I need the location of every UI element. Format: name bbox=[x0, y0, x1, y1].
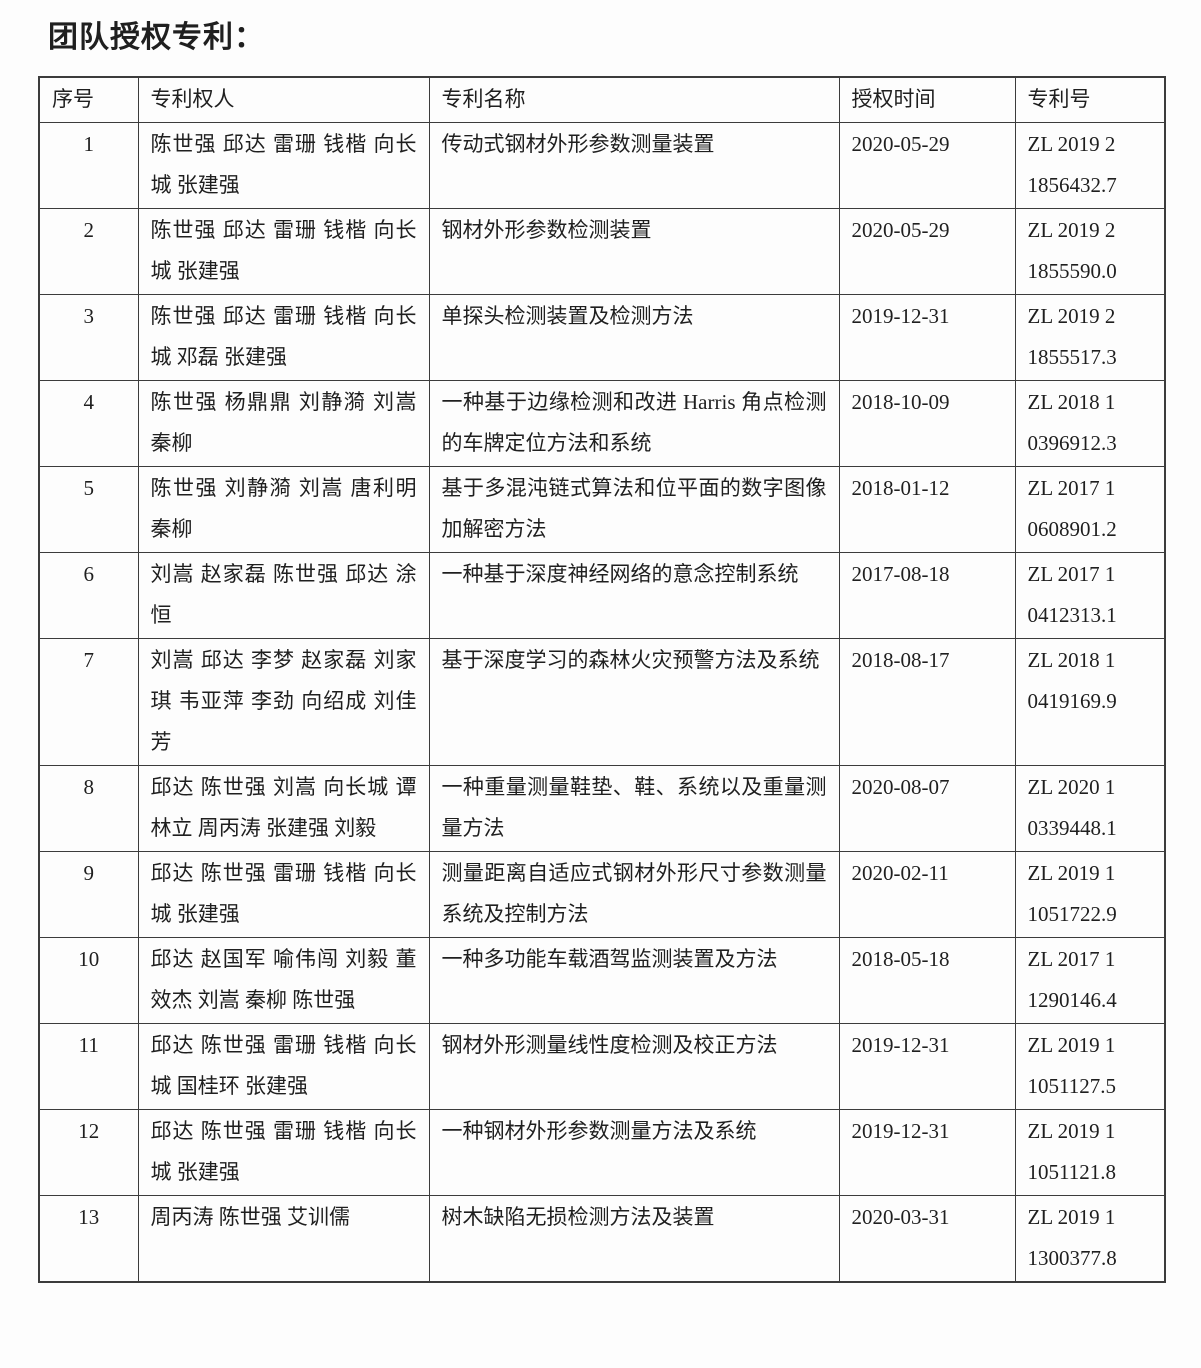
cell-holders: 刘嵩 邱达 李梦 赵家磊 刘家琪 韦亚萍 李劲 向绍成 刘佳芳 bbox=[137, 638, 430, 766]
cell-patent-no: ZL 2017 1 0608901.2 bbox=[1014, 466, 1166, 553]
cell-holders: 陈世强 邱达 雷珊 钱楷 向长城 邓磊 张建强 bbox=[137, 294, 430, 381]
cell-name: 一种基于边缘检测和改进 Harris 角点检测的车牌定位方法和系统 bbox=[428, 380, 840, 467]
cell-patent-no: ZL 2017 1 1290146.4 bbox=[1014, 937, 1166, 1024]
table-row: 5 陈世强 刘静漪 刘嵩 唐利明 秦柳 基于多混沌链式算法和位平面的数字图像加解… bbox=[38, 466, 1166, 553]
cell-date: 2019-12-31 bbox=[838, 294, 1016, 381]
table-row: 13 周丙涛 陈世强 艾训儒 树木缺陷无损检测方法及装置 2020-03-31 … bbox=[38, 1195, 1166, 1283]
table-row: 2 陈世强 邱达 雷珊 钱楷 向长城 张建强 钢材外形参数检测装置 2020-0… bbox=[38, 208, 1166, 295]
table-row: 4 陈世强 杨鼎鼎 刘静漪 刘嵩 秦柳 一种基于边缘检测和改进 Harris 角… bbox=[38, 380, 1166, 467]
cell-holders: 邱达 陈世强 雷珊 钱楷 向长城 国桂环 张建强 bbox=[137, 1023, 430, 1110]
cell-date: 2017-08-18 bbox=[838, 552, 1016, 639]
cell-name: 一种重量测量鞋垫、鞋、系统以及重量测量方法 bbox=[428, 765, 840, 852]
cell-index: 8 bbox=[38, 765, 139, 852]
cell-name: 树木缺陷无损检测方法及装置 bbox=[428, 1195, 840, 1283]
table-row: 6 刘嵩 赵家磊 陈世强 邱达 涂恒 一种基于深度神经网络的意念控制系统 201… bbox=[38, 552, 1166, 639]
cell-holders: 邱达 陈世强 雷珊 钱楷 向长城 张建强 bbox=[137, 1109, 430, 1196]
cell-date: 2018-10-09 bbox=[838, 380, 1016, 467]
cell-name: 基于多混沌链式算法和位平面的数字图像加解密方法 bbox=[428, 466, 840, 553]
table-row: 8 邱达 陈世强 刘嵩 向长城 谭林立 周丙涛 张建强 刘毅 一种重量测量鞋垫、… bbox=[38, 765, 1166, 852]
cell-name: 一种基于深度神经网络的意念控制系统 bbox=[428, 552, 840, 639]
cell-name: 钢材外形测量线性度检测及校正方法 bbox=[428, 1023, 840, 1110]
cell-patent-no: ZL 2019 1 1300377.8 bbox=[1014, 1195, 1166, 1283]
header-cell-index: 序号 bbox=[38, 76, 139, 123]
cell-date: 2018-05-18 bbox=[838, 937, 1016, 1024]
cell-holders: 邱达 赵国军 喻伟闯 刘毅 董效杰 刘嵩 秦柳 陈世强 bbox=[137, 937, 430, 1024]
table-header-row: 序号 专利权人 专利名称 授权时间 专利号 bbox=[38, 76, 1166, 123]
table-row: 11 邱达 陈世强 雷珊 钱楷 向长城 国桂环 张建强 钢材外形测量线性度检测及… bbox=[38, 1023, 1166, 1110]
cell-holders: 周丙涛 陈世强 艾训儒 bbox=[137, 1195, 430, 1283]
table-row: 3 陈世强 邱达 雷珊 钱楷 向长城 邓磊 张建强 单探头检测装置及检测方法 2… bbox=[38, 294, 1166, 381]
cell-index: 12 bbox=[38, 1109, 139, 1196]
cell-patent-no: ZL 2020 1 0339448.1 bbox=[1014, 765, 1166, 852]
header-cell-patent-no: 专利号 bbox=[1014, 76, 1166, 123]
cell-index: 6 bbox=[38, 552, 139, 639]
cell-holders: 邱达 陈世强 刘嵩 向长城 谭林立 周丙涛 张建强 刘毅 bbox=[137, 765, 430, 852]
page-title: 团队授权专利： bbox=[48, 21, 265, 54]
cell-name: 钢材外形参数检测装置 bbox=[428, 208, 840, 295]
cell-name: 传动式钢材外形参数测量装置 bbox=[428, 122, 840, 209]
cell-index: 3 bbox=[38, 294, 139, 381]
header-cell-holders: 专利权人 bbox=[137, 76, 430, 123]
cell-date: 2020-03-31 bbox=[838, 1195, 1016, 1283]
cell-index: 1 bbox=[38, 122, 139, 209]
cell-index: 9 bbox=[38, 851, 139, 938]
cell-holders: 刘嵩 赵家磊 陈世强 邱达 涂恒 bbox=[137, 552, 430, 639]
cell-patent-no: ZL 2019 2 1855590.0 bbox=[1014, 208, 1166, 295]
cell-holders: 邱达 陈世强 雷珊 钱楷 向长城 张建强 bbox=[137, 851, 430, 938]
table-row: 9 邱达 陈世强 雷珊 钱楷 向长城 张建强 测量距离自适应式钢材外形尺寸参数测… bbox=[38, 851, 1166, 938]
cell-index: 10 bbox=[38, 937, 139, 1024]
cell-holders: 陈世强 杨鼎鼎 刘静漪 刘嵩 秦柳 bbox=[137, 380, 430, 467]
cell-patent-no: ZL 2019 1 1051121.8 bbox=[1014, 1109, 1166, 1196]
cell-index: 4 bbox=[38, 380, 139, 467]
cell-patent-no: ZL 2017 1 0412313.1 bbox=[1014, 552, 1166, 639]
cell-date: 2019-12-31 bbox=[838, 1109, 1016, 1196]
cell-name: 基于深度学习的森林火灾预警方法及系统 bbox=[428, 638, 840, 766]
table-row: 1 陈世强 邱达 雷珊 钱楷 向长城 张建强 传动式钢材外形参数测量装置 202… bbox=[38, 122, 1166, 209]
table-row: 12 邱达 陈世强 雷珊 钱楷 向长城 张建强 一种钢材外形参数测量方法及系统 … bbox=[38, 1109, 1166, 1196]
cell-name: 一种钢材外形参数测量方法及系统 bbox=[428, 1109, 840, 1196]
cell-patent-no: ZL 2019 2 1856432.7 bbox=[1014, 122, 1166, 209]
cell-index: 11 bbox=[38, 1023, 139, 1110]
cell-name: 单探头检测装置及检测方法 bbox=[428, 294, 840, 381]
cell-patent-no: ZL 2019 1 1051722.9 bbox=[1014, 851, 1166, 938]
cell-name: 测量距离自适应式钢材外形尺寸参数测量系统及控制方法 bbox=[428, 851, 840, 938]
cell-date: 2020-05-29 bbox=[838, 122, 1016, 209]
cell-holders: 陈世强 邱达 雷珊 钱楷 向长城 张建强 bbox=[137, 122, 430, 209]
cell-date: 2018-08-17 bbox=[838, 638, 1016, 766]
cell-index: 13 bbox=[38, 1195, 139, 1283]
cell-index: 7 bbox=[38, 638, 139, 766]
patents-table: 序号 专利权人 专利名称 授权时间 专利号 1 陈世强 邱达 雷珊 钱楷 向长城… bbox=[38, 76, 1166, 1283]
header-cell-date: 授权时间 bbox=[838, 76, 1016, 123]
cell-name: 一种多功能车载酒驾监测装置及方法 bbox=[428, 937, 840, 1024]
cell-date: 2018-01-12 bbox=[838, 466, 1016, 553]
cell-holders: 陈世强 刘静漪 刘嵩 唐利明 秦柳 bbox=[137, 466, 430, 553]
cell-patent-no: ZL 2018 1 0396912.3 bbox=[1014, 380, 1166, 467]
cell-date: 2020-02-11 bbox=[838, 851, 1016, 938]
cell-date: 2020-08-07 bbox=[838, 765, 1016, 852]
cell-index: 5 bbox=[38, 466, 139, 553]
cell-date: 2020-05-29 bbox=[838, 208, 1016, 295]
table-row: 7 刘嵩 邱达 李梦 赵家磊 刘家琪 韦亚萍 李劲 向绍成 刘佳芳 基于深度学习… bbox=[38, 638, 1166, 766]
cell-holders: 陈世强 邱达 雷珊 钱楷 向长城 张建强 bbox=[137, 208, 430, 295]
cell-date: 2019-12-31 bbox=[838, 1023, 1016, 1110]
table-row: 10 邱达 赵国军 喻伟闯 刘毅 董效杰 刘嵩 秦柳 陈世强 一种多功能车载酒驾… bbox=[38, 937, 1166, 1024]
header-cell-name: 专利名称 bbox=[428, 76, 840, 123]
cell-patent-no: ZL 2018 1 0419169.9 bbox=[1014, 638, 1166, 766]
cell-patent-no: ZL 2019 2 1855517.3 bbox=[1014, 294, 1166, 381]
cell-patent-no: ZL 2019 1 1051127.5 bbox=[1014, 1023, 1166, 1110]
cell-index: 2 bbox=[38, 208, 139, 295]
